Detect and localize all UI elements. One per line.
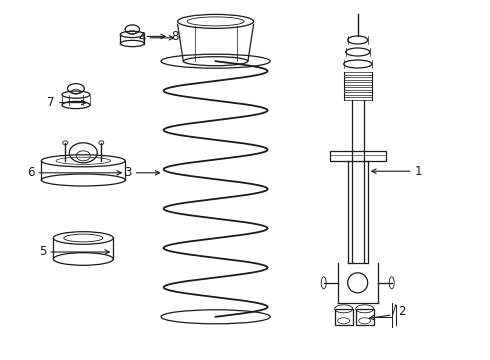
Text: 5: 5 — [39, 246, 46, 258]
Text: 6: 6 — [27, 166, 34, 179]
Text: 2: 2 — [398, 305, 405, 318]
Text: 4: 4 — [138, 31, 146, 44]
Text: 3: 3 — [124, 166, 132, 179]
Text: 1: 1 — [415, 165, 422, 178]
Bar — [330, 151, 386, 161]
Bar — [356, 309, 374, 325]
Bar — [335, 309, 353, 325]
Text: 8: 8 — [172, 30, 179, 43]
Text: 7: 7 — [48, 96, 55, 109]
